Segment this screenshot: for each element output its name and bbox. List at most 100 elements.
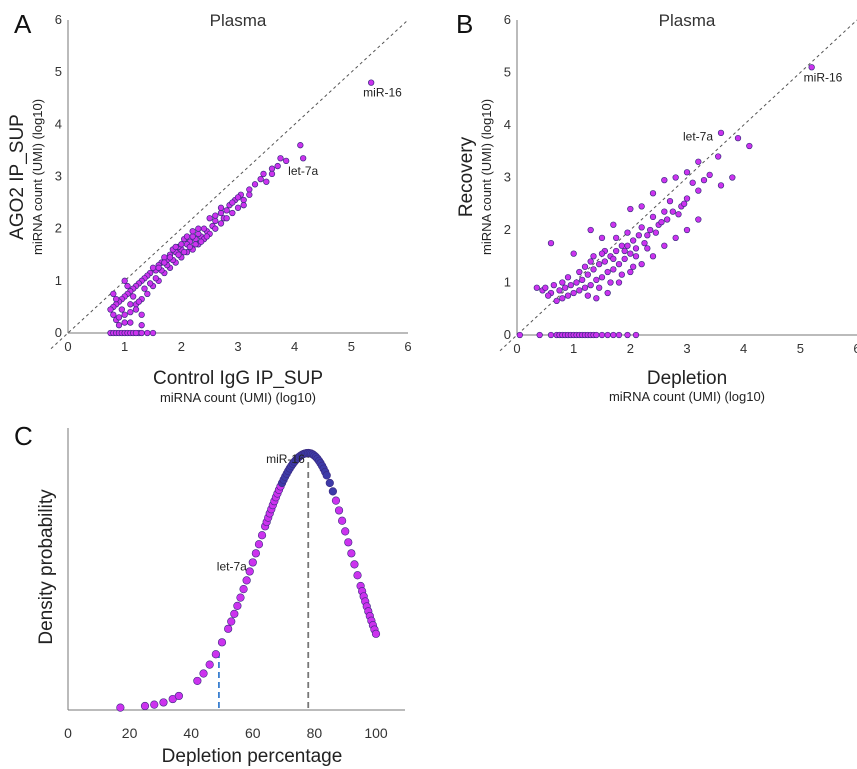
panel-b-point xyxy=(632,245,640,252)
panel-b-point xyxy=(621,255,628,263)
panel-b-point xyxy=(567,281,574,289)
panel-a-point xyxy=(138,329,145,337)
panel-c-point xyxy=(217,638,227,647)
panel-c-x-tick: 20 xyxy=(122,725,138,741)
panel-a-point xyxy=(172,243,179,251)
panel-b-point xyxy=(536,331,543,339)
panel-b-point xyxy=(562,284,569,291)
panel-c-point xyxy=(211,650,220,659)
panel-b-point xyxy=(641,239,648,247)
panel-b-point xyxy=(627,268,634,276)
panel-b-point xyxy=(630,237,637,244)
panel-c-x-tick: 100 xyxy=(364,725,388,741)
panel-b-point xyxy=(584,271,591,278)
panel-b-point xyxy=(615,279,623,286)
panel-a-x-tick: 3 xyxy=(234,339,241,354)
panel-b-point xyxy=(587,258,594,265)
panel-b-y-tick: 1 xyxy=(504,275,511,290)
panel-b-point xyxy=(649,213,657,221)
panel-a-point xyxy=(124,282,131,290)
panel-a-point xyxy=(144,329,151,337)
panel-a-point xyxy=(297,142,304,149)
panel-a-points xyxy=(107,79,375,337)
panel-a-y-tick: 2 xyxy=(55,221,62,236)
panel-a-point xyxy=(175,251,182,258)
panel-a-point xyxy=(118,306,125,313)
panel-b-point xyxy=(695,216,702,223)
panel-c-point xyxy=(251,549,260,558)
panel-b-point xyxy=(672,234,679,242)
panel-a-y-tick: 0 xyxy=(55,325,62,340)
panel-a-point xyxy=(155,264,162,271)
panel-c-point xyxy=(338,516,347,525)
panel-c-reference-lines xyxy=(218,457,310,708)
panel-b-letter: B xyxy=(456,9,473,39)
panel-a-point xyxy=(268,165,276,172)
panel-b-point xyxy=(630,263,637,270)
panel-b-title: Plasma xyxy=(659,11,716,30)
panel-a-point xyxy=(246,186,253,193)
panel-a-point xyxy=(110,311,117,318)
panel-b-point xyxy=(624,229,631,236)
panel-a-y-tick: 3 xyxy=(55,169,62,184)
panel-a-point xyxy=(166,254,174,261)
panel-a-y-tick: 1 xyxy=(55,273,62,288)
panel-a-point xyxy=(161,259,168,266)
panel-b-point xyxy=(559,279,566,286)
panel-a: A Plasma 0 1 2 3 4 5 6 0 1 2 3 4 5 6 miR-16 let-7a Con… xyxy=(7,9,412,405)
panel-a-point xyxy=(121,319,128,326)
panel-b-point xyxy=(664,216,671,223)
panel-a-point xyxy=(147,280,154,287)
panel-a-diagonal xyxy=(50,19,409,350)
panel-b-point xyxy=(683,195,691,202)
panel-c-point xyxy=(350,560,359,569)
panel-b-point xyxy=(581,284,589,291)
panel-c: C 0 20 40 60 80 100 miR-16 let-7a Depletion pe… xyxy=(14,421,405,767)
panel-c-x-tick: 40 xyxy=(183,725,199,741)
panel-b-point xyxy=(604,268,611,276)
panel-b-point xyxy=(598,234,606,242)
panel-c-point xyxy=(199,669,208,678)
panel-b-point xyxy=(618,242,625,249)
panel-c-y-label: Density probability xyxy=(36,489,57,645)
panel-b-point xyxy=(695,187,702,194)
panel-a-point xyxy=(240,202,247,209)
panel-a-point xyxy=(138,322,145,329)
panel-b-point xyxy=(604,331,611,339)
panel-c-point xyxy=(344,538,353,547)
panel-a-point xyxy=(212,217,219,224)
panel-b-point xyxy=(610,255,617,263)
panel-b-point xyxy=(618,271,625,278)
panel-b-point xyxy=(607,279,614,286)
panel-a-annotations: miR-16 let-7a xyxy=(288,86,402,178)
panel-a-point xyxy=(132,329,140,337)
panel-c-x-tick: 0 xyxy=(64,725,72,741)
panel-a-point xyxy=(200,225,208,232)
panel-c-point xyxy=(341,527,350,536)
panel-a-point xyxy=(268,170,276,178)
panel-b-point xyxy=(624,331,631,339)
panel-c-point xyxy=(227,617,236,626)
panel-b-point xyxy=(746,142,753,150)
panel-b-point xyxy=(638,203,645,210)
panel-b-point xyxy=(715,153,722,160)
panel-a-y-label: AGO2 IP_SUP xyxy=(7,114,28,240)
panel-a-point xyxy=(130,293,137,300)
panel-c-point xyxy=(224,624,233,633)
panel-a-x-label-sub: miRNA count (UMI) (log10) xyxy=(160,390,316,405)
panel-b-point xyxy=(547,239,555,247)
panel-b-point xyxy=(632,253,640,260)
panel-b-y-tick: 3 xyxy=(504,170,511,185)
panel-c-letter: C xyxy=(14,421,33,451)
panel-c-point xyxy=(353,571,362,580)
panel-c-x-label: Depletion percentage xyxy=(162,746,343,767)
panel-a-point xyxy=(181,248,188,256)
panel-a-point xyxy=(274,162,281,170)
panel-a-point xyxy=(115,314,123,321)
panel-b-point xyxy=(576,287,583,294)
panel-a-point xyxy=(198,238,205,245)
panel-a-point xyxy=(127,319,134,326)
panel-c-point xyxy=(140,701,150,711)
panel-c-point xyxy=(371,629,381,638)
